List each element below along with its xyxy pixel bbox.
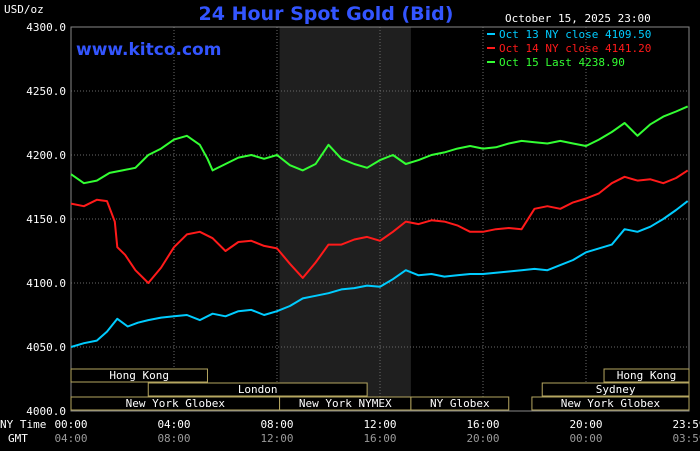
legend-label-oct13: Oct 13 NY close 4109.50 (499, 28, 651, 41)
session-label: New York Globex (561, 397, 661, 410)
series-line-oct-13 (70, 200, 689, 348)
legend-label-oct15: Oct 15 Last 4238.90 (499, 56, 625, 69)
x-tick-label-gmt: 00:00 (569, 432, 602, 445)
price-series (70, 105, 689, 348)
x-tick-label-ny: 00:00 (54, 418, 87, 431)
y-tick-label: 4000.0 (26, 405, 66, 418)
session-label: Hong Kong (617, 369, 677, 382)
session-box (410, 396, 510, 411)
unit-label: USD/oz (4, 3, 44, 16)
x-tick-label-ny: 23:59 (672, 418, 700, 431)
y-tick-label: 4100.0 (26, 277, 66, 290)
x-tick-label-ny: 12:00 (363, 418, 396, 431)
session-box (603, 368, 690, 383)
y-tick-label: 4300.0 (26, 21, 66, 34)
grid-lines (70, 26, 690, 412)
session-label: London (238, 383, 278, 396)
x-tick-label-ny: 20:00 (569, 418, 602, 431)
x-row-label-ny: NY Time (0, 418, 46, 431)
session-box (531, 396, 690, 411)
chart-title: 24 Hour Spot Gold (Bid) (199, 3, 454, 25)
x-tick-label-gmt: 12:00 (260, 432, 293, 445)
x-tick-label-gmt: 04:00 (54, 432, 87, 445)
date-label: October 15, 2025 23:00 (505, 12, 651, 25)
y-tick-label: 4200.0 (26, 149, 66, 162)
plot-frame (70, 26, 690, 412)
x-tick-label-gmt: 03:59 (672, 432, 700, 445)
x-tick-label-gmt: 20:00 (466, 432, 499, 445)
x-axis: NY Time GMT 00:00 04:00 08:00 12:00 16:00 20:… (0, 418, 700, 445)
session-label: New York NYMEX (299, 397, 392, 410)
session-box (147, 382, 368, 397)
x-tick-label-ny: 16:00 (466, 418, 499, 431)
x-tick-label-gmt: 08:00 (157, 432, 190, 445)
x-tick-label-ny: 08:00 (260, 418, 293, 431)
session-label: Hong Kong (109, 369, 169, 382)
watermark: www.kitco.com (76, 40, 221, 60)
session-label: NY Globex (430, 397, 490, 410)
session-box (70, 368, 208, 383)
session-box (541, 382, 690, 397)
x-tick-label-ny: 04:00 (157, 418, 190, 431)
y-tick-label: 4250.0 (26, 85, 66, 98)
market-sessions: Hong Kong London New York Globex New York N… (70, 368, 690, 411)
y-axis: 4300.0 4250.0 4200.0 4150.0 4100.0 4050.0 4000… (26, 21, 66, 418)
session-label: Sydney (596, 383, 636, 396)
x-row-label-gmt: GMT (8, 432, 28, 445)
y-tick-label: 4050.0 (26, 341, 66, 354)
x-tick-label-gmt: 16:00 (363, 432, 396, 445)
series-line-oct-14 (70, 169, 689, 284)
legend-label-oct14: Oct 14 NY close 4141.20 (499, 42, 651, 55)
series-line-oct-15 (70, 105, 689, 185)
legend: Oct 13 NY close 4109.50 Oct 14 NY close … (487, 28, 651, 69)
session-label: New York Globex (126, 397, 226, 410)
y-tick-label: 4150.0 (26, 213, 66, 226)
